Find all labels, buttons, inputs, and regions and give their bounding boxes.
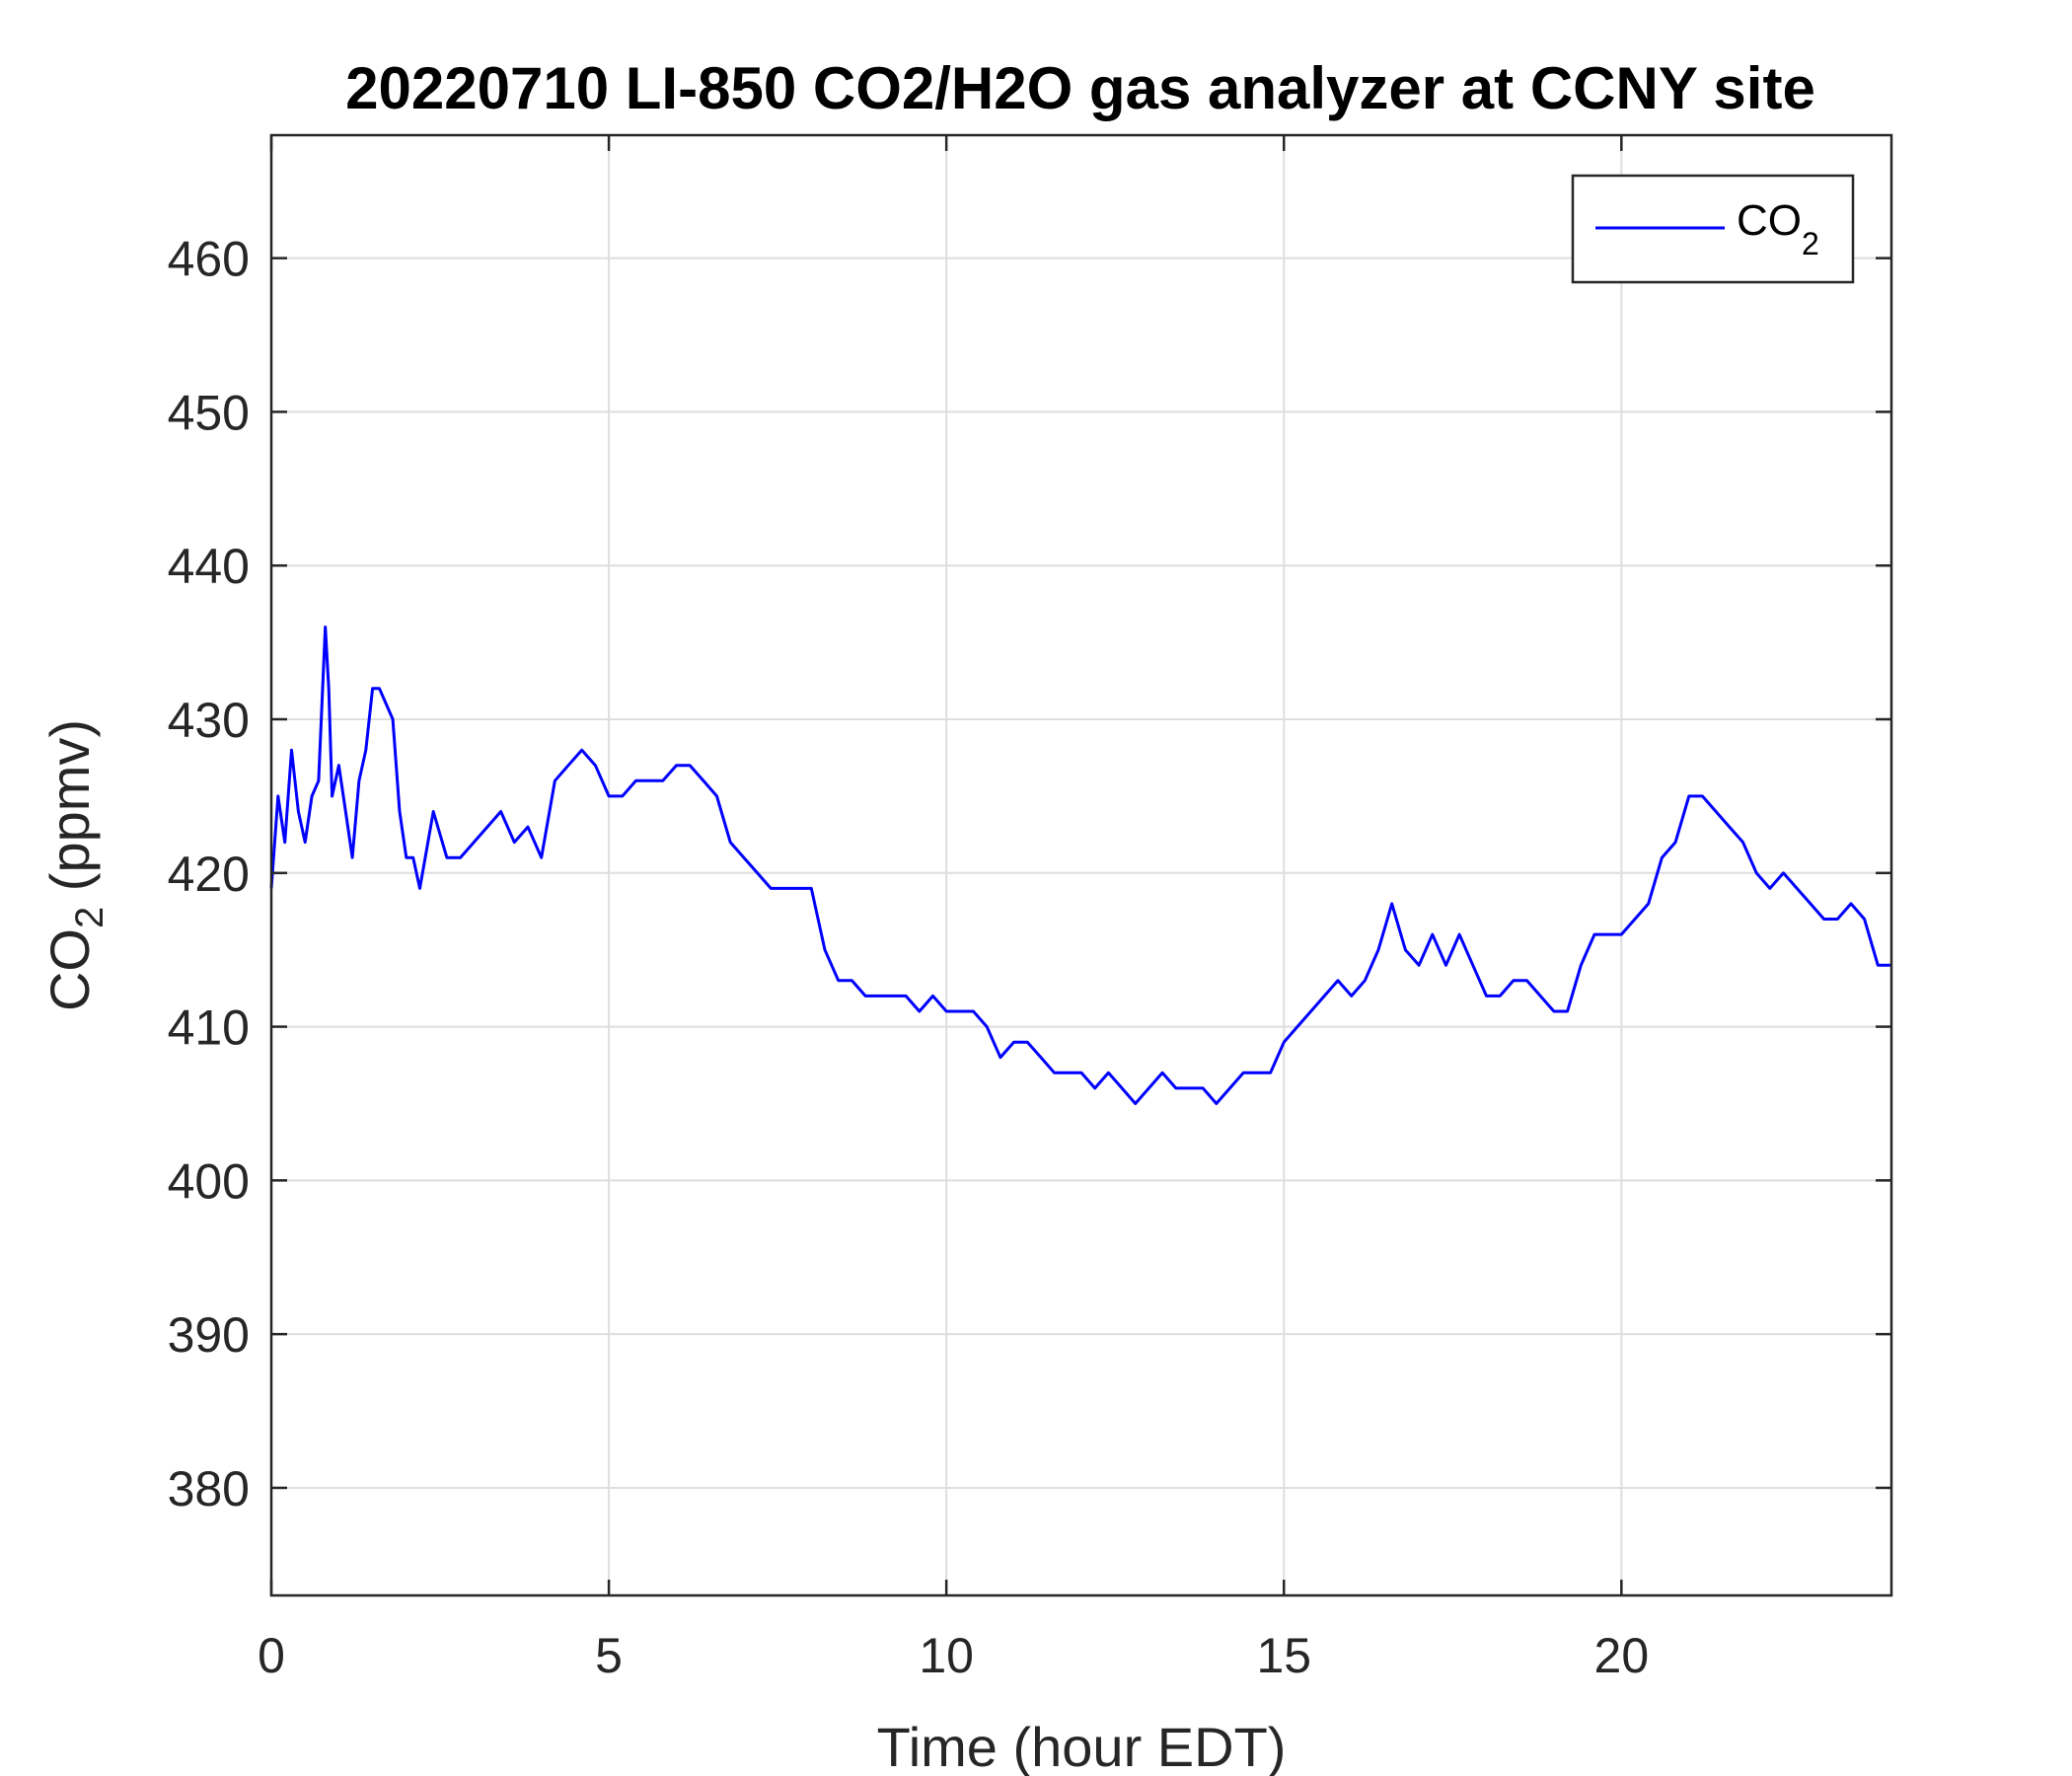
y-tick-label: 420 [168, 847, 250, 902]
series-line-co2 [269, 626, 1891, 1105]
y-axis-title-subscript: 2 [68, 907, 111, 928]
y-tick-label: 380 [168, 1461, 250, 1517]
x-axis-title: Time (hour EDT) [877, 1716, 1287, 1776]
y-axis-title-unit: (ppmv) [38, 719, 101, 907]
y-tick-label: 410 [168, 1000, 250, 1056]
x-tick-label: 0 [258, 1628, 285, 1683]
y-axis-title: CO2 (ppmv) [38, 719, 111, 1011]
y-axis-title-main: CO [38, 928, 101, 1011]
y-tick-label: 390 [168, 1307, 250, 1363]
x-tick-label: 15 [1256, 1628, 1311, 1683]
plot-area [271, 135, 1891, 1595]
gridlines [270, 135, 1891, 1595]
chart-title: 20220710 LI-850 CO2/H2O gas analyzer at … [345, 55, 1815, 121]
x-tick-label: 20 [1594, 1628, 1650, 1683]
y-tick-label: 400 [168, 1153, 250, 1209]
tick-labels: 0 5 10 15 20 380 390 400 410 420 430 440 450 460 [168, 232, 1650, 1683]
series-layer [269, 626, 1891, 1105]
legend-label-main: CO [1737, 196, 1802, 245]
y-tick-label: 430 [168, 693, 250, 748]
y-tick-label: 440 [168, 539, 250, 594]
ticks [269, 135, 1891, 1595]
y-tick-label: 460 [168, 232, 250, 287]
y-tick-label: 450 [168, 385, 250, 440]
x-tick-label: 5 [595, 1628, 623, 1683]
x-tick-label: 10 [919, 1628, 974, 1683]
legend-label-subscript: 2 [1802, 226, 1819, 261]
plot-frame [269, 133, 1893, 1597]
legend-label: CO2 [1737, 196, 1819, 261]
legend: CO2 [1571, 174, 1855, 284]
